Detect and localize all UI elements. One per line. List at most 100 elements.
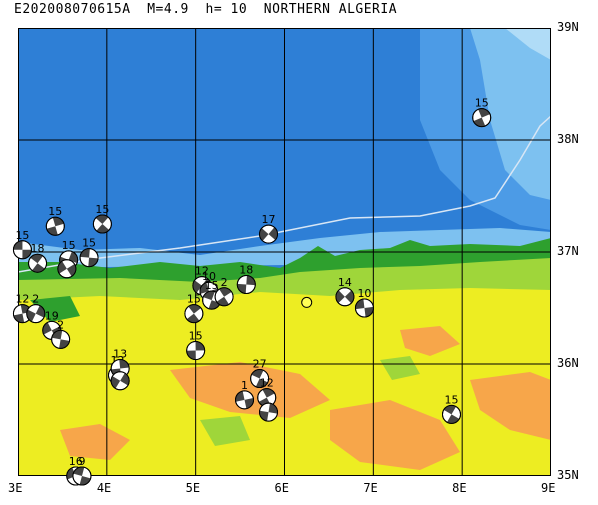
focal-mechanism-outline xyxy=(79,248,99,268)
focal-mechanism-outline xyxy=(472,108,492,128)
focal-mechanism[interactable]: 15 xyxy=(12,229,32,260)
focal-mechanism-outline xyxy=(51,329,71,349)
focal-mechanism[interactable] xyxy=(259,402,279,422)
depth-label: 12 xyxy=(195,265,209,278)
focal-mechanism[interactable] xyxy=(110,371,130,391)
focal-mechanism-quadrant xyxy=(51,330,63,340)
focal-mechanism-outline xyxy=(354,298,374,318)
focal-mechanism-quadrant xyxy=(246,275,256,286)
focal-mechanism[interactable]: 15 xyxy=(45,205,65,236)
depth-label: 15 xyxy=(445,393,459,406)
focal-mechanism-outline xyxy=(236,274,256,294)
highland-patch xyxy=(400,326,460,356)
focal-mechanism[interactable]: 10 xyxy=(354,287,374,318)
longitude-label: 5E xyxy=(185,481,201,495)
highland-patch xyxy=(60,424,130,460)
focal-mechanism-quadrant xyxy=(235,391,245,402)
depth-label: 14 xyxy=(338,276,352,289)
focal-mechanism[interactable]: 2 xyxy=(214,276,234,307)
focal-mechanism-quadrant xyxy=(30,254,43,264)
focal-mechanism-quadrant xyxy=(355,299,365,310)
focal-mechanism-outline xyxy=(442,404,462,424)
focal-mechanism-outline xyxy=(72,466,92,486)
focal-mechanism-quadrant xyxy=(35,305,45,318)
longitude-label: 8E xyxy=(452,481,467,495)
focal-mechanism-outline xyxy=(214,287,234,307)
focal-mechanism-quadrant xyxy=(262,388,275,398)
focal-mechanism[interactable]: 15 xyxy=(184,293,204,324)
depth-label: 16 xyxy=(69,455,83,468)
depth-label: 15 xyxy=(15,229,29,242)
focal-mechanism-quadrant xyxy=(95,214,109,224)
depth-label: 18 xyxy=(239,263,253,276)
lowland-patch xyxy=(380,356,420,380)
focal-mechanism[interactable]: 15 xyxy=(79,237,99,268)
focal-mechanism-quadrant xyxy=(88,257,99,267)
focal-mechanism-quadrant xyxy=(186,350,196,360)
focal-mechanism-quadrant xyxy=(219,287,232,297)
focal-mechanism-quadrant xyxy=(188,304,201,314)
focal-mechanism-layer: 1518151515151221921213169151512101521817… xyxy=(12,97,492,486)
depth-label: 2 xyxy=(57,318,64,331)
focal-mechanism[interactable] xyxy=(57,259,77,279)
focal-mechanism-quadrant xyxy=(32,263,45,273)
focal-mechanism-outline xyxy=(110,371,130,391)
focal-mechanism-quadrant xyxy=(259,410,269,422)
depth-label: 15 xyxy=(48,205,62,218)
focal-mechanism[interactable]: 27 xyxy=(250,358,270,389)
focal-mechanism-outline xyxy=(12,240,32,260)
focal-mechanism-quadrant xyxy=(186,313,200,323)
focal-mechanism[interactable]: 12 xyxy=(257,377,277,408)
grid-lines xyxy=(18,28,551,476)
depth-label: 9 xyxy=(78,455,85,468)
focal-mechanism-quadrant xyxy=(443,405,457,415)
focal-mechanism-quadrant xyxy=(447,414,460,424)
lowland-patch xyxy=(30,296,80,322)
depth-label: 10 xyxy=(357,287,371,300)
focal-mechanism[interactable]: 17 xyxy=(259,213,279,244)
longitude-label: 6E xyxy=(274,481,289,495)
focal-mechanism-outline xyxy=(45,216,65,236)
focal-mechanism-quadrant xyxy=(22,249,32,259)
focal-mechanism-quadrant xyxy=(335,290,345,304)
focal-mechanism-outline xyxy=(235,390,255,410)
focal-mechanism-outline xyxy=(335,287,355,307)
depth-label: 15 xyxy=(62,239,76,252)
focal-mechanism-quadrant xyxy=(96,224,110,233)
focal-mechanism-quadrant xyxy=(268,227,278,240)
focal-mechanism-quadrant xyxy=(42,322,52,335)
focal-mechanism-outline xyxy=(26,304,46,324)
focal-mechanism-quadrant xyxy=(13,240,23,250)
focal-mechanism-quadrant xyxy=(364,306,374,317)
focal-mechanism[interactable]: 18 xyxy=(28,242,48,273)
focal-mechanism-quadrant xyxy=(13,313,25,323)
latitude-label: 36N xyxy=(557,356,579,370)
focal-mechanism-quadrant xyxy=(80,248,90,258)
focal-mechanism[interactable]: 15 xyxy=(442,393,462,424)
focal-mechanism[interactable]: 15 xyxy=(92,203,112,234)
focal-mechanism[interactable]: 9 xyxy=(72,455,92,486)
latitude-label: 35N xyxy=(557,468,579,482)
focal-mechanism[interactable]: 15 xyxy=(472,97,492,128)
focal-mechanism-quadrant xyxy=(216,296,229,306)
lowland-patch xyxy=(200,416,250,446)
focal-mechanism[interactable]: 2 xyxy=(51,318,71,349)
focal-mechanism-quadrant xyxy=(195,341,205,351)
focal-mechanism[interactable]: 1 xyxy=(235,379,255,410)
depth-label: 15 xyxy=(82,237,96,250)
focal-mechanism-quadrant xyxy=(259,228,269,241)
focal-mechanism[interactable]: 2 xyxy=(26,293,46,324)
depth-label: 15 xyxy=(187,293,201,306)
depth-label: 17 xyxy=(262,213,276,226)
latitude-label: 37N xyxy=(557,244,579,258)
focal-mechanism-outline xyxy=(259,402,279,422)
focal-mechanism[interactable]: 15 xyxy=(186,330,206,361)
depth-label: 2 xyxy=(32,293,39,306)
focal-mechanism[interactable]: 14 xyxy=(335,276,355,307)
depth-label: 15 xyxy=(95,203,109,216)
focal-mechanism-quadrant xyxy=(111,376,121,389)
depth-label: 2 xyxy=(221,276,228,289)
highland-patch xyxy=(170,362,330,418)
focal-mechanism[interactable]: 18 xyxy=(236,263,256,294)
